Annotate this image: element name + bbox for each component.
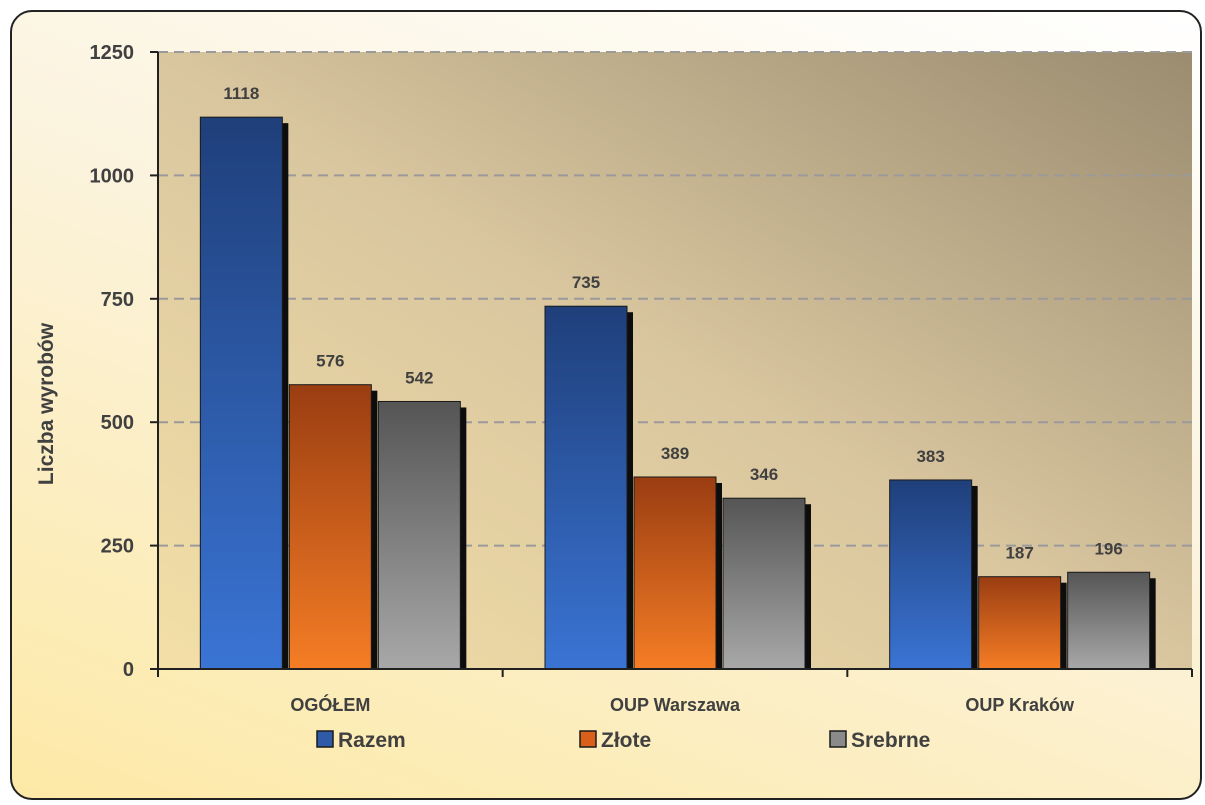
- data-label: 196: [1094, 539, 1122, 558]
- bar-chart: 0 250 500 750 1000 1250 1118 576 542 OGÓŁEM 735 389…: [35, 42, 1193, 752]
- legend-swatch-złote: [579, 730, 597, 748]
- data-label: 346: [750, 465, 778, 484]
- legend: Razem Złote Srebrne: [316, 729, 930, 752]
- chart-frame: 0 250 500 750 1000 1250 1118 576 542 OGÓŁEM 735 389…: [10, 10, 1202, 800]
- y-tick-label: 500: [101, 412, 134, 434]
- data-label: 735: [572, 273, 600, 292]
- legend-label: Złote: [601, 729, 651, 752]
- data-label: 542: [405, 368, 433, 387]
- data-label: 383: [916, 447, 944, 466]
- y-tick-label: 0: [123, 659, 134, 681]
- y-tick-label: 750: [101, 289, 134, 311]
- data-label: 576: [316, 352, 344, 371]
- data-label: 389: [661, 444, 689, 463]
- bar-złote: [978, 576, 1062, 670]
- y-tick-label: 1250: [90, 42, 135, 64]
- bar-złote: [633, 476, 717, 670]
- legend-label: Srebrne: [851, 729, 930, 752]
- bar-srebrne: [722, 497, 806, 670]
- bar-srebrne: [1067, 571, 1151, 670]
- bar-razem: [544, 305, 628, 670]
- bar-razem: [199, 116, 283, 670]
- category-label: OUP Warszawa: [610, 695, 741, 715]
- data-label: 1118: [223, 84, 259, 103]
- labels: 0 250 500 750 1000 1250 1118 576 542 OGÓŁEM 735 389…: [90, 42, 1123, 715]
- legend-label: Razem: [338, 729, 406, 752]
- bar-złote: [288, 384, 372, 670]
- bars: [199, 116, 1156, 670]
- category-label: OUP Kraków: [965, 695, 1075, 715]
- y-axis-title: Liczba wyrobów: [35, 322, 58, 485]
- legend-swatch-srebrne: [829, 730, 847, 748]
- legend-swatch-razem: [316, 730, 334, 748]
- bar-razem: [889, 479, 973, 670]
- y-tick-label: 1000: [90, 165, 135, 187]
- axes: [150, 51, 1193, 677]
- data-label: 187: [1005, 544, 1033, 563]
- y-tick-label: 250: [101, 536, 134, 558]
- bar-srebrne: [377, 400, 461, 670]
- category-label: OGÓŁEM: [290, 694, 370, 715]
